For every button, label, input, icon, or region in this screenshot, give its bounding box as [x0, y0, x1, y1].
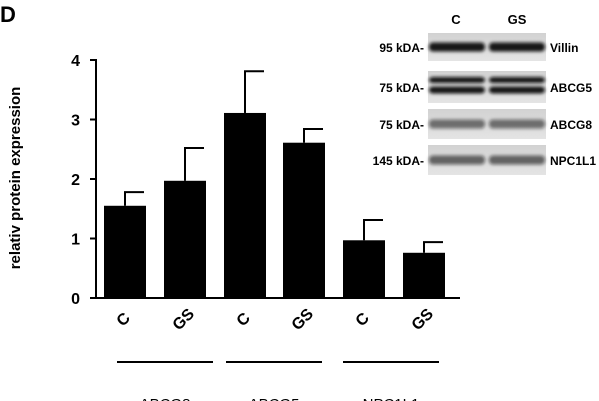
blot-protein-label: ABCG5 [550, 81, 592, 95]
x-tick-label: GS [409, 305, 438, 334]
blot-protein-label: ABCG8 [550, 118, 592, 132]
bar [224, 112, 266, 298]
y-ticks: 0 1 2 3 4 [71, 53, 96, 308]
group-label: ABCG8 [140, 396, 191, 401]
bar [104, 205, 146, 298]
y-tick-label: 0 [71, 291, 80, 308]
x-tick-label: GS [170, 305, 199, 334]
bars [104, 70, 445, 298]
blot-protein-label: NPC1L1 [550, 154, 596, 168]
blot-marker-label: 75 kDA- [379, 81, 424, 95]
y-tick-label: 3 [71, 113, 80, 130]
y-tick-label: 1 [71, 232, 80, 249]
blot-band [489, 42, 545, 52]
blot-band [489, 77, 545, 83]
bar [403, 252, 445, 298]
y-tick-label: 4 [71, 53, 80, 70]
panel-label: D [0, 2, 16, 27]
x-tick-label: C [234, 309, 255, 330]
western-blot-inset: C GS 95 kDA- Villin 75 kDA- ABCG5 75 kDA- ABCG8… [373, 12, 596, 175]
bar [283, 142, 325, 298]
blot-band [429, 42, 485, 52]
group-label: ABCG5 [249, 396, 300, 401]
y-axis-title: relativ protein expression [7, 87, 24, 270]
blot-band [489, 155, 545, 165]
blot-band [429, 77, 485, 83]
blot-band [429, 86, 485, 94]
blot-band [429, 119, 485, 129]
blot-lane-label: GS [508, 12, 527, 27]
blot-marker-label: 95 kDA- [379, 41, 424, 55]
blot-protein-label: Villin [550, 41, 578, 55]
blot-marker-label: 145 kDA- [373, 154, 424, 168]
x-tick-label: C [353, 309, 374, 330]
blot-band [429, 155, 485, 165]
bar [343, 240, 385, 298]
y-tick-label: 2 [71, 172, 80, 189]
group-label: NPC1L1 [363, 396, 420, 401]
x-tick-label: GS [289, 305, 318, 334]
x-tick-labels: C GS C GS C GS [114, 305, 438, 334]
blot-band [489, 86, 545, 94]
blot-marker-label: 75 kDA- [379, 118, 424, 132]
blot-band [489, 119, 545, 129]
x-tick-label: C [114, 309, 135, 330]
bar [164, 180, 206, 298]
blot-lane-label: C [451, 12, 461, 27]
group-labels: ABCG8 ABCG5 NPC1L1 [117, 361, 439, 401]
